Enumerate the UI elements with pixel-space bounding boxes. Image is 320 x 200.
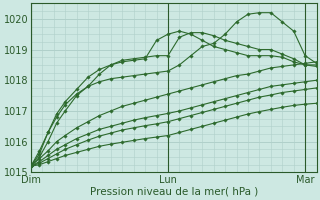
X-axis label: Pression niveau de la mer( hPa ): Pression niveau de la mer( hPa ) <box>90 187 258 197</box>
